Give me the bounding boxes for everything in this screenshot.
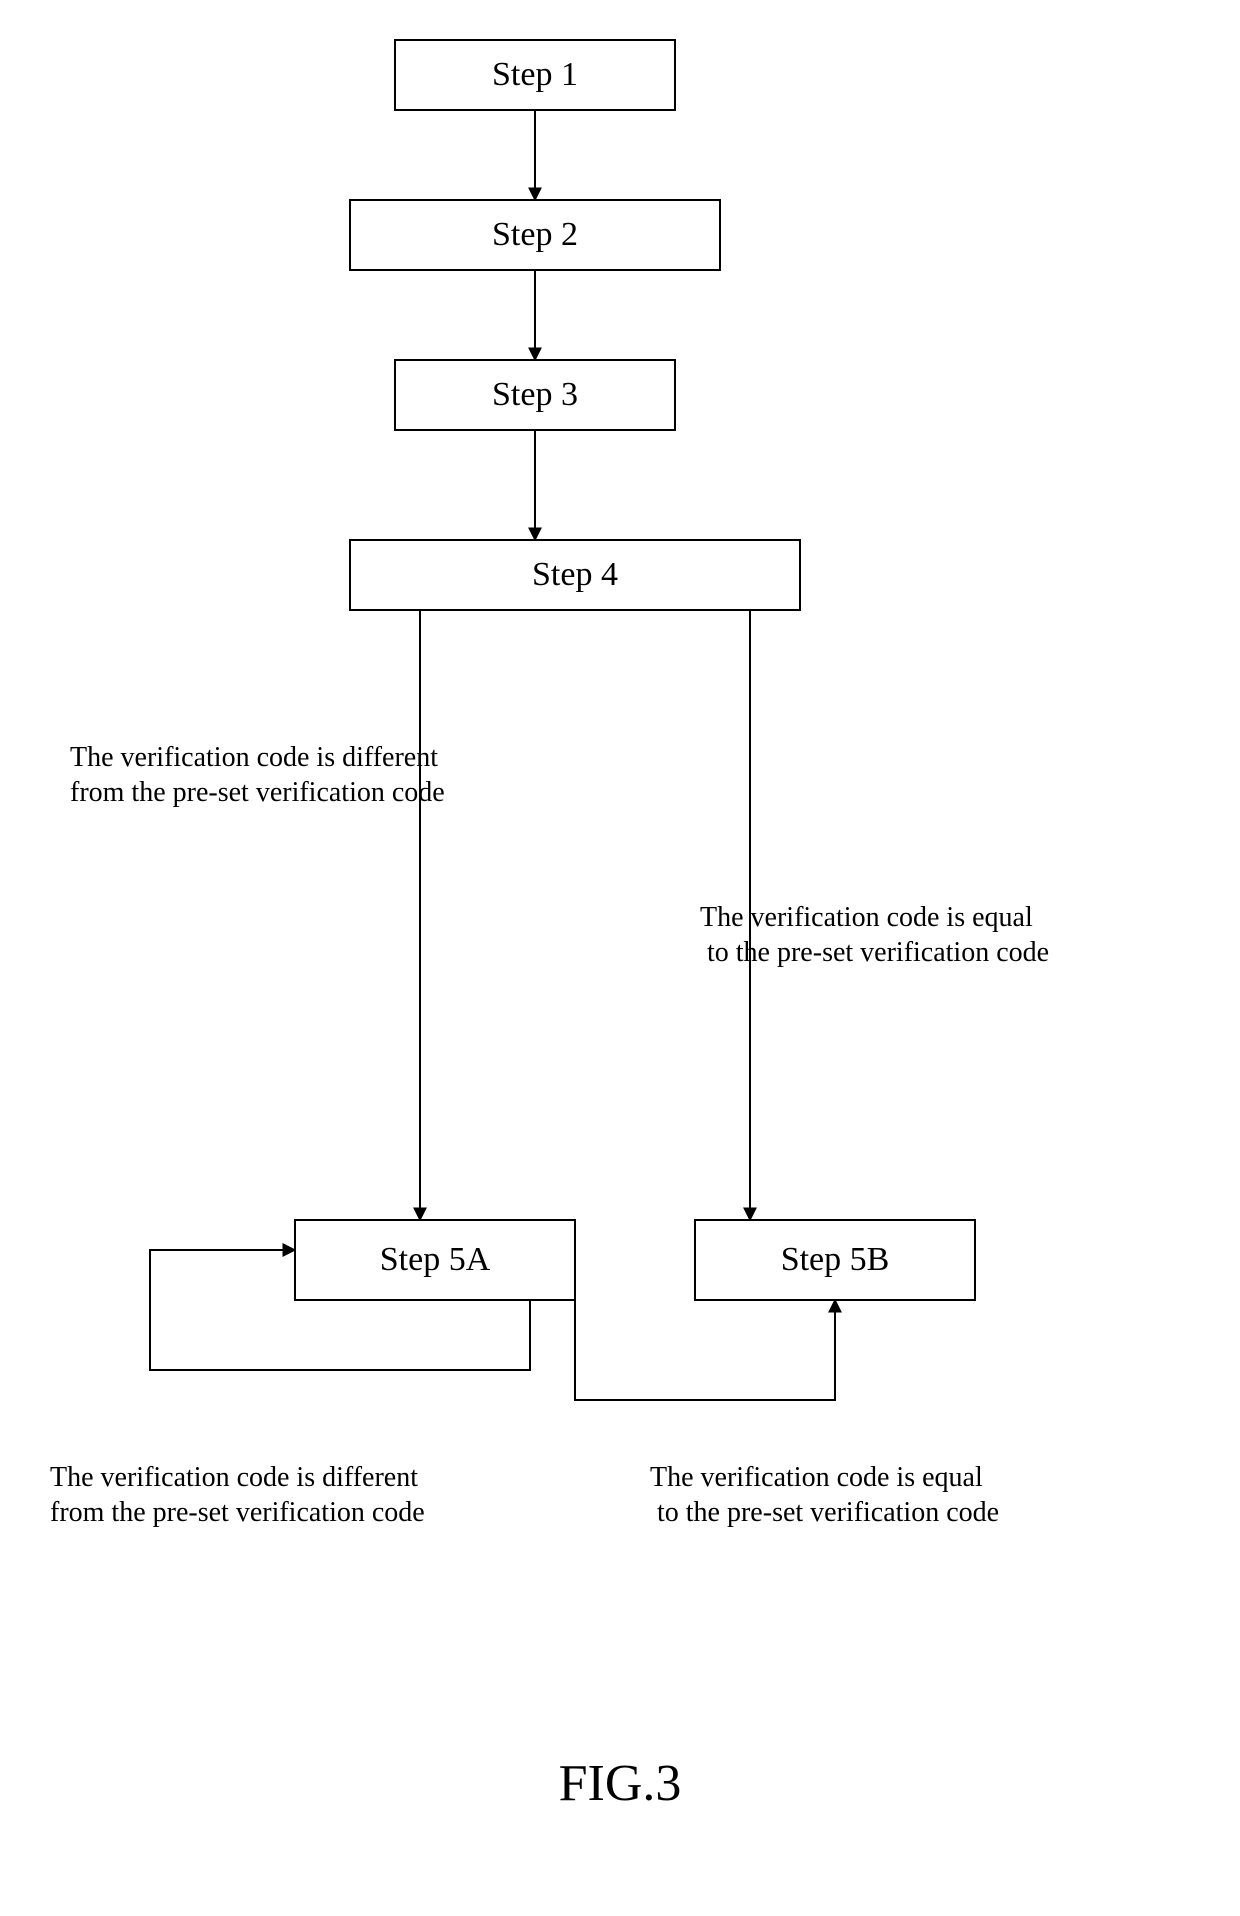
edge-label-loop5a: The verification code is differentfrom t… bbox=[50, 1462, 425, 1528]
node-label-step4: Step 4 bbox=[532, 556, 618, 593]
node-step1: Step 1 bbox=[395, 40, 675, 110]
edge-e5a5b bbox=[575, 1300, 835, 1400]
flowchart-svg: The verification code is differentfrom t… bbox=[0, 0, 1240, 1916]
edge-label-e45b: The verification code is equal to the pr… bbox=[700, 902, 1049, 968]
nodes-group: Step 1 Step 2 Step 3 Step 4 Step 5A Step 5B bbox=[295, 40, 975, 1300]
edges-group: The verification code is differentfrom t… bbox=[50, 110, 1049, 1528]
node-label-step1: Step 1 bbox=[492, 56, 578, 93]
node-label-step5a: Step 5A bbox=[380, 1241, 491, 1278]
figure-caption: FIG.3 bbox=[559, 1755, 682, 1812]
node-step3: Step 3 bbox=[395, 360, 675, 430]
node-step4: Step 4 bbox=[350, 540, 800, 610]
edge-label-e45a: The verification code is differentfrom t… bbox=[70, 742, 445, 808]
node-step5a: Step 5A bbox=[295, 1220, 575, 1300]
edge-label-e5a5b: The verification code is equal to the pr… bbox=[650, 1462, 999, 1528]
flowchart-container: The verification code is differentfrom t… bbox=[0, 0, 1240, 1916]
node-label-step5b: Step 5B bbox=[781, 1241, 890, 1278]
node-label-step3: Step 3 bbox=[492, 376, 578, 413]
node-step5b: Step 5B bbox=[695, 1220, 975, 1300]
node-label-step2: Step 2 bbox=[492, 216, 578, 253]
node-step2: Step 2 bbox=[350, 200, 720, 270]
